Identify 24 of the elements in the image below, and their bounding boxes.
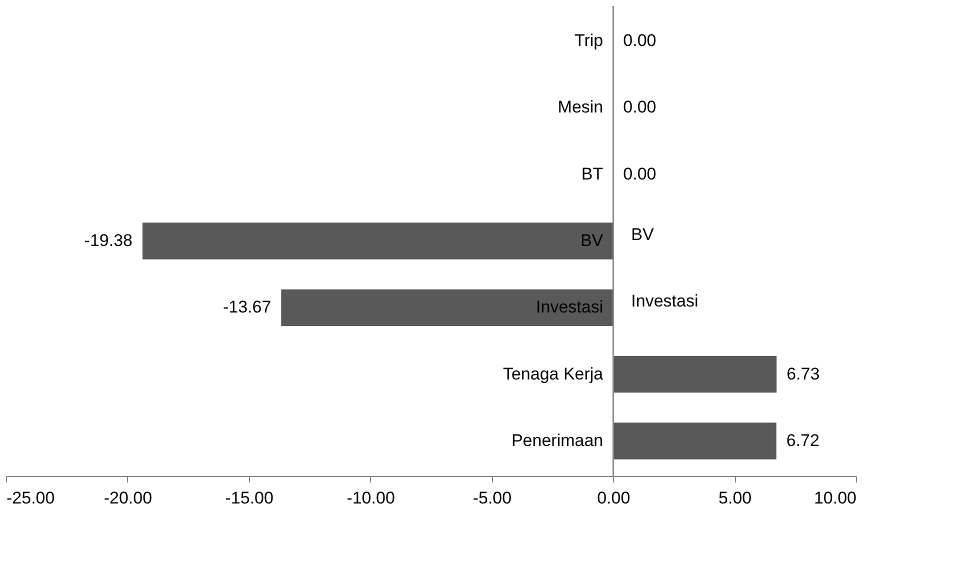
- x-tick-label: 10.00: [814, 488, 856, 508]
- annotation: BV: [631, 225, 654, 244]
- y-tick-label: Trip: [574, 31, 604, 50]
- data-label: 0.00: [623, 164, 656, 184]
- data-label: -13.67: [222, 298, 272, 317]
- data-label: 6.73: [786, 364, 820, 384]
- data-label: 0.00: [623, 98, 656, 117]
- x-tick-label: -10.00: [346, 488, 395, 508]
- data-label: -19.38: [84, 231, 132, 250]
- annotation: Investasi: [631, 292, 698, 311]
- x-tick-label: -5.00: [472, 488, 512, 508]
- x-tick-label: 5.00: [718, 488, 752, 508]
- x-tick-label: 0.00: [597, 488, 630, 508]
- data-label: 6.72: [786, 431, 820, 450]
- x-tick-label: -25.00: [6, 488, 55, 508]
- x-tick-label: -20.00: [104, 488, 152, 508]
- y-tick-label: Investasi: [536, 298, 604, 317]
- y-tick-label: Penerimaan: [511, 431, 604, 450]
- y-tick-label: Tenaga Kerja: [502, 364, 604, 384]
- y-tick-label: BV: [580, 231, 604, 250]
- data-label: 0.00: [623, 31, 656, 50]
- x-tick-label: -15.00: [225, 488, 274, 508]
- y-tick-label: BT: [581, 164, 604, 184]
- y-tick-label: Mesin: [558, 98, 604, 117]
